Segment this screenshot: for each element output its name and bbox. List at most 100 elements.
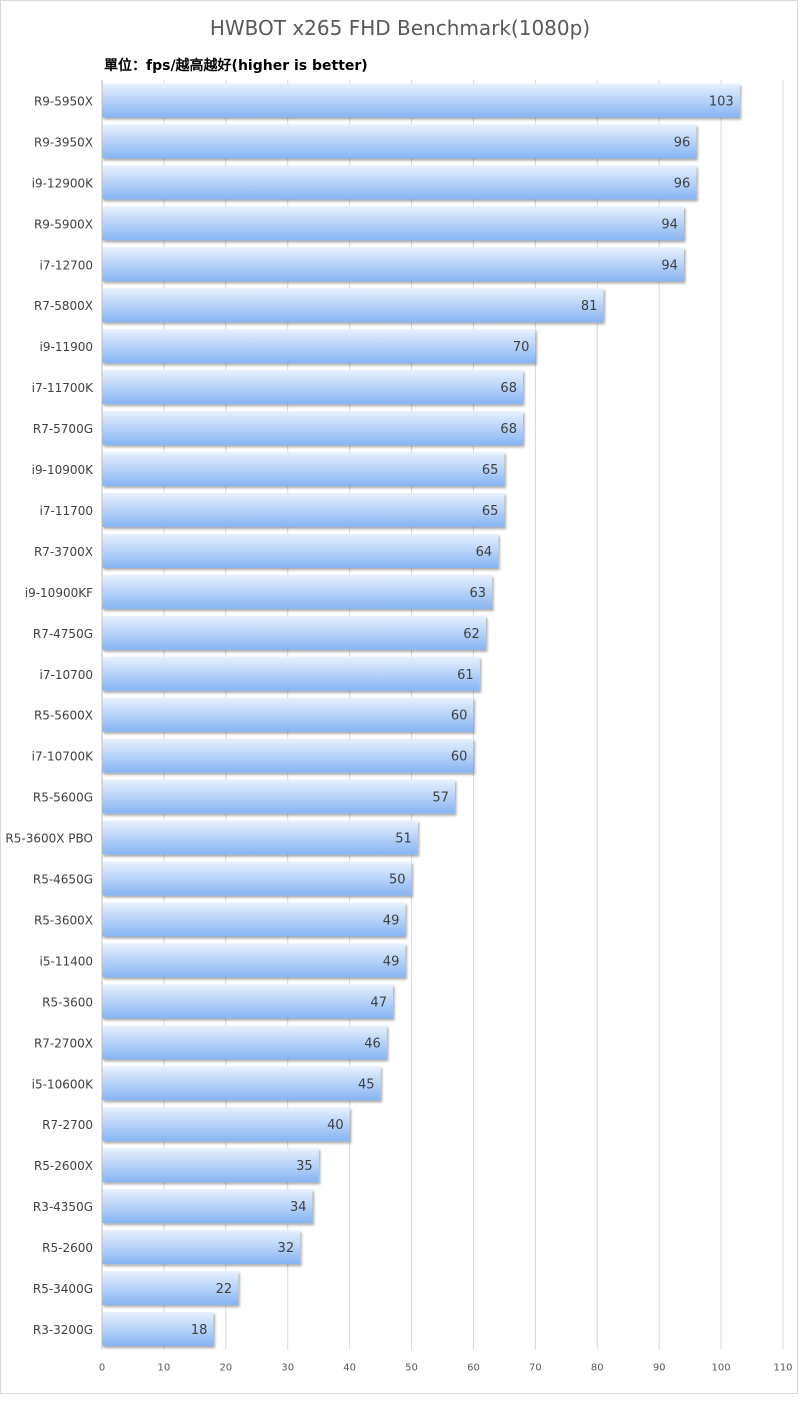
bar xyxy=(102,656,480,691)
bar xyxy=(102,697,474,732)
y-tick-label: R5-3600 xyxy=(42,995,93,1009)
x-tick-label: 80 xyxy=(591,1362,604,1373)
bar xyxy=(102,1189,313,1224)
bar xyxy=(102,861,412,896)
bar xyxy=(102,411,523,446)
data-label: 49 xyxy=(383,913,400,928)
data-label: 60 xyxy=(451,750,468,765)
bar xyxy=(102,206,684,241)
bar xyxy=(102,820,418,855)
data-label: 70 xyxy=(513,340,530,355)
bar xyxy=(102,288,604,323)
x-tick-label: 10 xyxy=(158,1362,171,1373)
y-tick-label: R5-5600G xyxy=(33,791,93,805)
bar xyxy=(102,984,393,1019)
data-label: 22 xyxy=(216,1282,233,1297)
bar xyxy=(102,738,474,773)
bar xyxy=(102,615,486,650)
data-label: 47 xyxy=(370,995,387,1010)
data-label: 34 xyxy=(290,1200,307,1215)
bar xyxy=(102,124,697,159)
data-label: 68 xyxy=(500,422,517,437)
y-tick-label: R7-2700X xyxy=(34,1036,93,1050)
data-label: 94 xyxy=(661,258,678,273)
y-tick-label: R7-3700X xyxy=(34,545,93,559)
bar xyxy=(102,1066,381,1101)
y-tick-label: R7-5800X xyxy=(34,299,93,313)
bar xyxy=(102,370,523,405)
y-tick-label: i7-12700 xyxy=(40,258,93,272)
y-tick-label: R3-3200G xyxy=(33,1323,93,1337)
y-tick-label: R5-2600X xyxy=(34,1159,93,1173)
y-tick-label: R9-5950X xyxy=(34,94,93,108)
data-label: 45 xyxy=(358,1077,375,1092)
bar xyxy=(102,533,499,568)
y-tick-label: R7-5700G xyxy=(33,422,93,436)
y-tick-label: i9-10900K xyxy=(32,463,94,477)
data-label: 62 xyxy=(463,627,480,642)
data-label: 46 xyxy=(364,1036,381,1051)
bar xyxy=(102,492,505,527)
bar xyxy=(102,452,505,487)
data-label: 96 xyxy=(674,135,691,150)
x-tick-label: 30 xyxy=(281,1362,294,1373)
y-tick-label: i7-10700 xyxy=(40,668,93,682)
x-tick-label: 70 xyxy=(529,1362,542,1373)
x-tick-label: 50 xyxy=(405,1362,418,1373)
data-label: 50 xyxy=(389,873,406,888)
data-label: 63 xyxy=(469,586,486,601)
data-label: 57 xyxy=(432,791,449,806)
x-tick-label: 20 xyxy=(219,1362,232,1373)
x-tick-label: 0 xyxy=(99,1362,105,1373)
y-tick-label: i5-11400 xyxy=(40,954,93,968)
x-tick-label: 100 xyxy=(712,1362,731,1373)
bar xyxy=(102,1148,319,1183)
chart-title: HWBOT x265 FHD Benchmark(1080p) xyxy=(209,16,591,40)
y-tick-label: i9-12900K xyxy=(32,176,94,190)
y-tick-label: R5-4650G xyxy=(33,873,93,887)
data-label: 49 xyxy=(383,954,400,969)
y-tick-label: i7-11700K xyxy=(32,381,94,395)
y-tick-label: i9-10900KF xyxy=(25,586,93,600)
y-tick-label: R5-3600X PBO xyxy=(5,832,93,846)
bar xyxy=(102,1230,301,1265)
y-tick-label: R5-2600 xyxy=(42,1241,93,1255)
chart-subtitle: 單位：fps/越高越好(higher is better) xyxy=(104,58,368,74)
bar xyxy=(102,902,406,937)
data-label: 40 xyxy=(327,1118,344,1133)
bar xyxy=(102,83,740,118)
y-tick-label: R5-3400G xyxy=(33,1282,93,1296)
bar xyxy=(102,1107,350,1142)
data-label: 68 xyxy=(500,381,517,396)
data-label: 103 xyxy=(709,94,734,109)
bar xyxy=(102,165,697,200)
y-tick-label: i9-11900 xyxy=(40,340,93,354)
y-tick-label: R9-3950X xyxy=(34,135,93,149)
y-tick-label: R5-3600X xyxy=(34,913,93,927)
bar xyxy=(102,1271,239,1306)
bar xyxy=(102,329,536,364)
bar xyxy=(102,1311,214,1346)
data-label: 32 xyxy=(278,1241,295,1256)
data-label: 60 xyxy=(451,709,468,724)
bar xyxy=(102,574,493,609)
y-tick-label: i7-10700K xyxy=(32,750,94,764)
data-label: 94 xyxy=(661,217,678,232)
bar xyxy=(102,247,684,282)
y-tick-label: R9-5900X xyxy=(34,217,93,231)
bar xyxy=(102,779,455,814)
data-label: 35 xyxy=(296,1159,313,1174)
data-label: 96 xyxy=(674,176,691,191)
x-tick-label: 110 xyxy=(773,1362,792,1373)
y-tick-label: i5-10600K xyxy=(32,1077,94,1091)
y-tick-label: R7-4750G xyxy=(33,627,93,641)
y-tick-label: R7-2700 xyxy=(42,1118,93,1132)
x-tick-label: 90 xyxy=(653,1362,666,1373)
data-label: 81 xyxy=(581,299,598,314)
y-tick-label: R3-4350G xyxy=(33,1200,93,1214)
bar xyxy=(102,1025,387,1060)
data-label: 51 xyxy=(395,832,412,847)
x-tick-label: 40 xyxy=(343,1362,356,1373)
data-label: 65 xyxy=(482,504,499,519)
